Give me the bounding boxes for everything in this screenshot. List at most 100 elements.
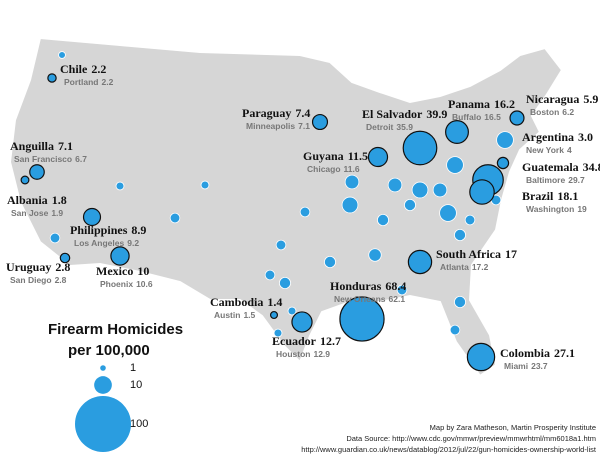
country-rate: 7.4 [295, 106, 310, 120]
city-bubble [466, 342, 496, 372]
city-name: Minneapolis [246, 121, 295, 131]
legend-bubble [75, 396, 131, 452]
bubble [446, 156, 464, 174]
country-label: Uruguay 2.8 [6, 260, 70, 274]
city-rate: 62.1 [389, 294, 406, 304]
city-rate: 4 [567, 145, 572, 155]
credit: Map by Zara Matheson, Martin Prosperity … [430, 423, 596, 432]
country-name: Argentina [522, 130, 574, 144]
city-rate: 1.9 [51, 208, 63, 218]
city-bubble [445, 120, 469, 144]
country-name: Honduras [330, 279, 382, 293]
city-name: Phoenix [100, 279, 133, 289]
country-name: Panama [448, 97, 490, 111]
country-name: South Africa [436, 247, 501, 261]
bubble [439, 204, 457, 222]
country-name: El Salvador [362, 107, 423, 121]
country-label: Albania 1.8 [7, 193, 67, 207]
country-name: Ecuador [272, 334, 317, 348]
legend-label: 100 [130, 418, 148, 430]
city-label: Portland 2.2 [64, 77, 114, 87]
city-name: San Diego [10, 275, 52, 285]
bubble [368, 248, 382, 262]
city-name: Boston [530, 107, 559, 117]
country-rate: 39.9 [426, 107, 447, 121]
city-rate: 2.2 [101, 77, 113, 87]
country-rate: 7.1 [58, 139, 73, 153]
city-label: Detroit 35.9 [366, 122, 413, 132]
city-bubble [367, 146, 389, 168]
city-label: Miami 23.7 [504, 361, 548, 371]
legend-label: 10 [130, 379, 142, 391]
country-name: Guatemala [522, 160, 579, 174]
country-rate: 18.1 [557, 189, 578, 203]
country-label: Colombia 27.1 [500, 346, 575, 360]
country-rate: 10 [137, 264, 149, 278]
country-label: South Africa 17 [436, 247, 517, 261]
country-rate: 16.2 [494, 97, 515, 111]
city-rate: 19 [577, 204, 587, 214]
city-bubble [59, 252, 71, 264]
legend-title: Firearm Homicides [48, 321, 183, 338]
country-label: Panama 16.2 [448, 97, 515, 111]
city-rate: 1.5 [243, 310, 255, 320]
bubble [464, 214, 476, 226]
country-name: Chile [60, 62, 88, 76]
bubble [341, 196, 359, 214]
country-name: Cambodia [210, 295, 263, 309]
country-label: Argentina 3.0 [522, 130, 593, 144]
city-label: Phoenix 10.6 [100, 279, 153, 289]
bubble [273, 328, 283, 338]
city-label: San Francisco 6.7 [14, 154, 87, 164]
country-name: Guyana [303, 149, 344, 163]
country-label: El Salvador 39.9 [362, 107, 447, 121]
city-name: Detroit [366, 122, 394, 132]
bubble [287, 306, 297, 316]
city-label: Los Angeles 9.2 [74, 238, 139, 248]
bubble [376, 213, 389, 226]
country-label: Chile 2.2 [60, 62, 106, 76]
country-name: Paraguay [242, 106, 291, 120]
country-name: Colombia [500, 346, 550, 360]
country-label: Anguilla 7.1 [10, 139, 73, 153]
country-name: Brazil [522, 189, 554, 203]
country-label: Brazil 18.1 [522, 189, 578, 203]
bubble [58, 51, 66, 59]
city-rate: 12.9 [313, 349, 330, 359]
country-rate: 8.9 [131, 223, 146, 237]
city-name: Buffalo [452, 112, 481, 122]
bubble [453, 295, 466, 308]
country-label: Philippines 8.9 [70, 223, 146, 237]
country-name: Anguilla [10, 139, 54, 153]
city-name: Chicago [307, 164, 341, 174]
city-label: Washington 19 [526, 204, 587, 214]
city-bubble [339, 296, 385, 342]
bubble [49, 232, 61, 244]
country-name: Nicaragua [526, 92, 579, 106]
country-name: Albania [7, 193, 48, 207]
bubble [169, 212, 181, 224]
city-name: Los Angeles [74, 238, 124, 248]
city-label: Baltimore 29.7 [526, 175, 585, 185]
country-label: Nicaragua 5.9 [526, 92, 598, 106]
bubble [449, 324, 461, 336]
bubble [323, 255, 336, 268]
city-rate: 9.2 [127, 238, 139, 248]
legend-bubble [100, 365, 106, 371]
country-label: Ecuador 12.7 [272, 334, 341, 348]
credit: http://www.guardian.co.uk/news/datablog/… [301, 445, 597, 454]
city-bubble [47, 73, 57, 83]
city-name: Portland [64, 77, 98, 87]
bubble [411, 181, 429, 199]
bubble [403, 198, 416, 211]
country-label: Honduras 68.4 [330, 279, 406, 293]
city-bubble [29, 164, 45, 180]
bubble [453, 228, 466, 241]
legend-label: 1 [130, 362, 136, 374]
bubble [200, 180, 210, 190]
city-rate: 2.8 [55, 275, 67, 285]
city-rate: 11.6 [344, 164, 360, 174]
city-bubble [509, 110, 525, 126]
country-rate: 1.4 [267, 295, 282, 309]
